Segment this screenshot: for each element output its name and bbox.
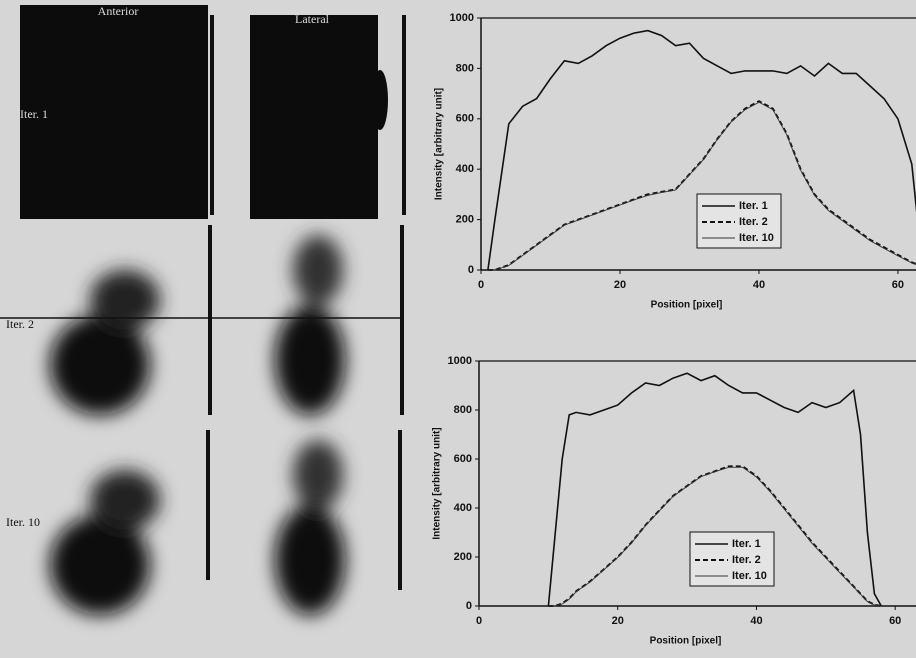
- bar: [398, 430, 402, 590]
- x-tick-label: 0: [478, 279, 484, 291]
- legend-label: Iter. 1: [739, 200, 768, 212]
- y-tick-label: 800: [454, 404, 472, 416]
- y-tick-label: 400: [454, 502, 472, 514]
- row-label: Iter. 1: [20, 107, 48, 121]
- y-axis-title: Intensity [arbitrary unit]: [434, 88, 445, 200]
- y-tick-label: 0: [466, 600, 472, 612]
- x-tick-label: 40: [753, 279, 765, 291]
- bar: [206, 430, 210, 580]
- series-line: [487, 101, 916, 271]
- legend-label: Iter. 1: [732, 538, 761, 550]
- y-tick-label: 1000: [448, 355, 472, 367]
- x-tick-label: 0: [476, 615, 482, 627]
- y-tick-label: 1000: [450, 12, 474, 24]
- legend-label: Iter. 10: [739, 232, 774, 244]
- bar: [208, 225, 212, 415]
- y-tick-label: 0: [468, 264, 474, 276]
- series-line: [487, 29, 916, 271]
- y-tick-label: 400: [456, 163, 474, 175]
- image-panels: Anterior Lateral Iter. 1 Iter. 2 Iter. 1…: [0, 4, 406, 615]
- y-tick-label: 200: [456, 214, 474, 226]
- legend-label: Iter. 2: [732, 554, 761, 566]
- x-tick-label: 20: [614, 279, 626, 291]
- y-tick-label: 200: [454, 551, 472, 563]
- legend-label: Iter. 10: [732, 570, 767, 582]
- bar: [402, 15, 406, 215]
- row-label: Iter. 10: [6, 515, 40, 529]
- image: [250, 15, 378, 219]
- column-label: Lateral: [295, 12, 330, 26]
- column-label: Anterior: [98, 4, 139, 18]
- legend-label: Iter. 2: [739, 216, 768, 228]
- x-tick-label: 20: [612, 615, 624, 627]
- x-tick-label: 60: [892, 279, 904, 291]
- x-axis-title: Position [pixel]: [650, 636, 722, 647]
- image: [20, 5, 208, 219]
- y-tick-label: 800: [456, 62, 474, 74]
- series-line: [547, 372, 882, 607]
- bar: [400, 225, 404, 415]
- y-tick-label: 600: [454, 453, 472, 465]
- y-tick-label: 600: [456, 113, 474, 125]
- y-axis-title: Intensity [arbitrary unit]: [432, 427, 443, 539]
- image: [372, 70, 388, 130]
- x-axis-title: Position [pixel]: [651, 300, 723, 311]
- x-tick-label: 60: [889, 615, 901, 627]
- x-tick-label: 40: [750, 615, 762, 627]
- row-label: Iter. 2: [6, 317, 34, 331]
- series-line: [548, 466, 882, 607]
- blobs: [50, 235, 345, 615]
- bar: [210, 15, 214, 215]
